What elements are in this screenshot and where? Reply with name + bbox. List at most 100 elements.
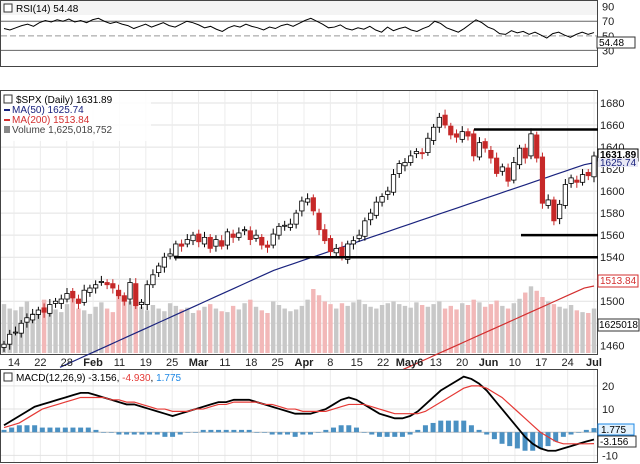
x-tick-label: 11 [219,357,230,369]
candle-body [224,231,230,246]
volume-bar [334,308,339,353]
macd-histogram-bar [116,432,122,435]
volume-bar [110,312,116,353]
macd-histogram-bar [430,422,436,433]
volume-bar [379,305,385,353]
volume-bar [523,292,528,353]
candle-body [144,284,150,305]
volume-bar [70,297,75,353]
price-panel: 1680166016401620160015801560154015201500… [0,90,640,412]
macd-histogram-bar [399,432,405,437]
volume-bar [1,304,7,353]
candle-body [505,167,511,182]
volume-bar [477,302,482,353]
volume-bar [150,305,156,353]
macd-histogram-bar [32,425,38,433]
volume-bar [356,299,362,353]
macd-histogram-bar [162,432,168,437]
ma200-tag-text: 1513.84 [600,276,637,287]
rsi-line [3,17,595,39]
macd-histogram-bar [101,432,107,433]
candle-body [167,253,173,257]
macd-histogram-bar [269,432,275,435]
candle-body [574,179,580,183]
volume-bar [145,310,150,353]
volume-bar [87,313,93,353]
volume-bar [213,308,219,353]
rsi-legend-icon [3,3,13,13]
macd-histogram-bar [139,432,145,435]
volume-bar [425,306,431,353]
macd-y-tick-label: 10 [602,404,614,416]
candle-body [18,322,24,334]
macd-histogram-bar [307,432,313,435]
macd-histogram-bar [491,432,497,440]
macd-histogram-bar [507,432,513,447]
candle-body [379,196,385,203]
candle-body [482,141,488,149]
candle-body [476,142,483,158]
volume-bar [162,311,167,353]
candle-body [551,199,557,222]
volume-bar [339,303,345,353]
volume-bar [116,290,121,353]
macd-histogram-bar [24,425,30,433]
macd-histogram-bar [47,427,53,433]
x-tick-label: Mar [189,357,209,369]
macd-grid [1,370,597,462]
candle-body [448,125,454,136]
candle-body [471,133,477,157]
macd-histogram-bar [384,432,390,437]
candle-body [522,147,528,159]
candle-body [81,289,87,303]
candle-body [545,199,551,206]
volume-bar [454,309,459,353]
macd-histogram-bar [254,432,260,433]
macd-histogram-bar [131,432,137,435]
volume-bar [431,304,436,353]
macd-histogram-bar [499,432,505,444]
volume-bar [448,305,453,353]
candle-body [138,301,145,305]
ma50-tag-box [598,158,638,167]
x-tick-label: 11 [114,357,125,369]
candle-body [373,201,379,216]
candle-body [385,190,391,195]
macd-histogram-bar [315,432,321,433]
volume-bar [236,309,242,353]
candle-body [75,298,82,304]
volume-legend-label: Volume 1,625,018,752 [12,125,113,136]
x-axis-labels: 14 22 28 Feb 11 19 25 Mar 11 18 25 Apr 8 15 22 May6 13 20… [8,357,602,369]
candle-body [516,147,523,166]
volume-bar [311,289,316,353]
macd-legend-label: MACD(12,26,9) -3.156, -4.930, 1.775 [16,373,182,384]
macd-histogram-bar [422,425,428,433]
x-tick-label: 17 [535,357,547,369]
candle-body [236,232,242,238]
volume-bar [568,305,574,353]
macd-histogram-bar [514,432,520,449]
price-y-tick-label: 1620 [600,164,624,176]
price-y-ticks: 1680166016401620160015801560154015201500… [600,98,624,352]
candle-body [264,244,271,248]
candle-body [184,239,190,245]
candle-body [201,236,208,245]
volume-bar [391,301,396,353]
candle-body [528,133,534,157]
candle-body [270,233,276,246]
candle-body [150,274,156,286]
hist-tag-text: 1.775 [601,425,626,436]
volume-bar [93,306,98,353]
volume-bars [1,286,597,353]
rsi-y-tick-label: 90 [602,2,614,14]
volume-bar [47,305,53,353]
x-tick-label: 22 [377,357,389,369]
macd-tag-box [597,435,637,448]
volume-bar [36,311,41,353]
candle-body [591,155,597,178]
macd-histogram-bar [361,432,367,433]
macd-histogram-bar [376,432,382,437]
volume-bar [219,311,224,353]
candle-body [425,137,431,153]
